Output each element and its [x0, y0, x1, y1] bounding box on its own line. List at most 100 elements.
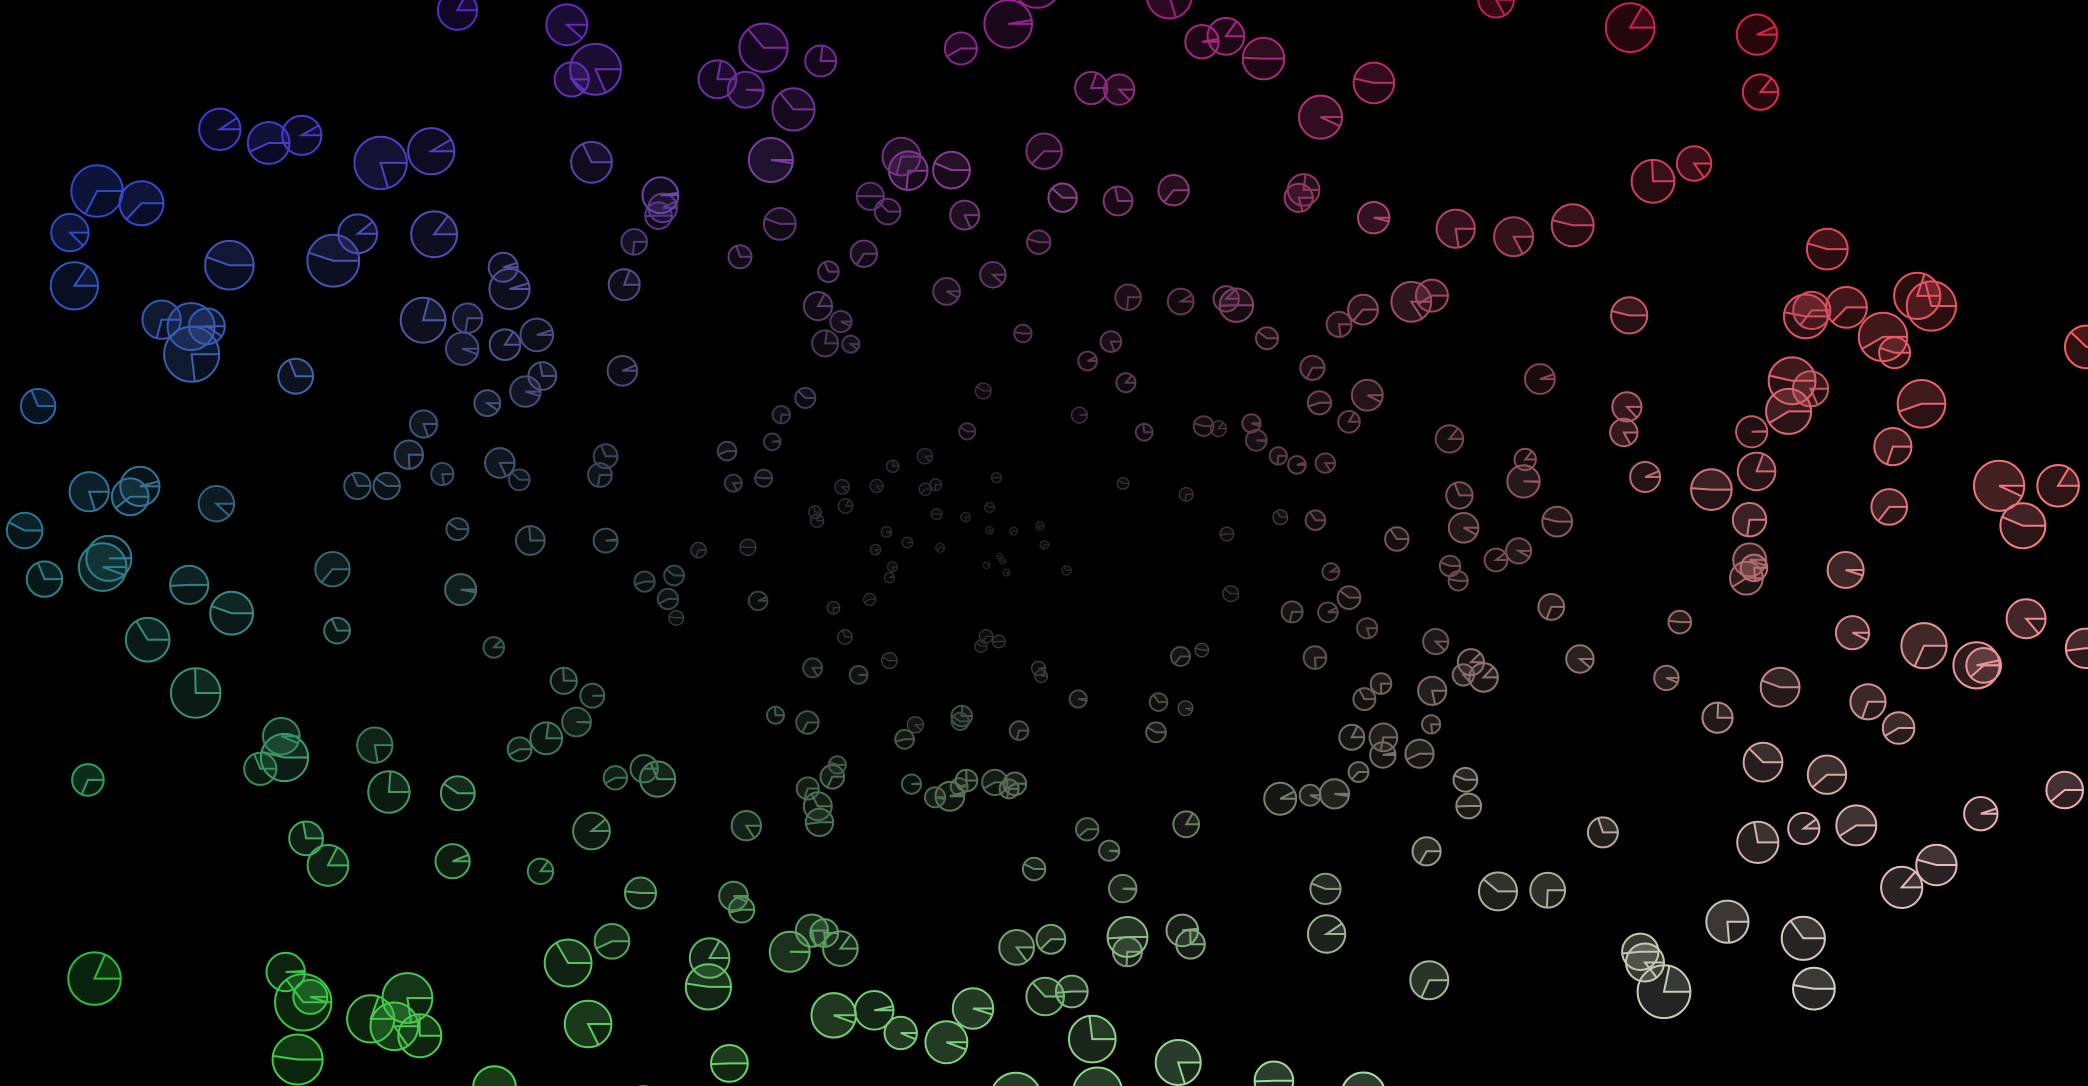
particle-circle [2064, 324, 2088, 370]
clock-particle [1017, 0, 1056, 9]
particle-wedge [818, 293, 833, 307]
clock-particle [1369, 672, 1393, 695]
particle-hands [1185, 707, 1193, 712]
particle-hands [847, 343, 860, 351]
particle-wedge [985, 526, 994, 535]
particle-wedge [1195, 643, 1209, 651]
clock-particle [982, 561, 991, 570]
particle-hands [92, 954, 121, 980]
particle-wedge [1348, 294, 1378, 321]
clock-particle [916, 447, 934, 465]
clock-particle [369, 1001, 420, 1052]
particle-hands [1448, 578, 1468, 582]
clock-particle [292, 978, 329, 1015]
clock-particle [992, 1071, 1040, 1086]
particle-hands [562, 667, 577, 682]
particle-hands [801, 721, 819, 733]
particle-hands [882, 656, 898, 662]
clock-particle [587, 462, 613, 488]
clock-particle [804, 44, 838, 78]
clock-particle [1253, 1060, 1295, 1086]
clock-particle [1870, 488, 1908, 526]
clock-particle [1731, 502, 1768, 538]
clock-particle [434, 843, 471, 880]
particle-wedge [1055, 975, 1088, 993]
particle-circle [1146, 0, 1193, 20]
clock-particle [730, 810, 762, 842]
clock-particle [482, 636, 506, 659]
clock-particle [837, 498, 854, 514]
particle-hands [744, 824, 761, 839]
particle-hands [379, 161, 407, 189]
particle-hands [491, 639, 505, 649]
clock-particle [802, 657, 824, 679]
particle-hands [80, 778, 104, 795]
clock-particle [930, 508, 943, 521]
particle-wedge [603, 766, 628, 784]
clock-particle [1735, 415, 1769, 449]
clock-particle [1304, 509, 1327, 532]
clock-particle [353, 135, 408, 191]
particle-wedge [1668, 610, 1691, 623]
particle-wedge [820, 45, 837, 61]
particle-hands [1089, 72, 1108, 89]
particle-hands [1323, 922, 1346, 935]
particle-hands [1845, 569, 1864, 577]
particle-hands [934, 162, 970, 172]
clock-particle [1404, 738, 1435, 769]
particle-hands [1409, 300, 1432, 319]
particle-wedge [206, 240, 254, 266]
particle-hands [1749, 558, 1767, 567]
particle-hands [288, 359, 314, 378]
clock-particle [372, 471, 401, 501]
clock-particle [883, 572, 896, 584]
clock-particle [506, 736, 533, 763]
particle-wedge [1790, 916, 1825, 939]
clock-particle [163, 325, 221, 383]
particle-hands [1163, 189, 1189, 203]
clock-particle [1103, 73, 1136, 106]
clock-particle [894, 728, 915, 750]
clock-particle [1524, 363, 1556, 395]
clock-particle [68, 471, 110, 513]
particle-wedge [562, 707, 591, 737]
clock-particle [198, 107, 242, 152]
particle-hands [67, 231, 89, 247]
particle-hands [1622, 431, 1638, 445]
particle-hands [139, 480, 160, 488]
clock-particle [243, 751, 278, 786]
clock-particle [169, 564, 210, 606]
clock-particle [1306, 914, 1347, 954]
particle-wedge [840, 934, 858, 949]
particle-wedge [805, 809, 834, 825]
clock-particle [393, 439, 424, 470]
clock-particle [1298, 94, 1343, 140]
particle-hands [747, 28, 788, 49]
particle-wedge [1115, 186, 1133, 201]
particle-wedge [755, 469, 773, 479]
particle-hands [586, 1023, 612, 1046]
clock-particle [762, 432, 782, 452]
clock-particle [1765, 387, 1813, 435]
particle-hands [1456, 805, 1482, 808]
particle-wedge [286, 974, 332, 1003]
particle-hands [1493, 552, 1508, 561]
particle-hands [1366, 394, 1383, 404]
particle-hands [1297, 196, 1313, 212]
particle-hands [718, 450, 737, 456]
clock-particle [1368, 722, 1399, 753]
clock-particle [399, 296, 447, 344]
clock-particle [768, 930, 811, 973]
clock-particle [509, 375, 542, 408]
particle-hands [1523, 450, 1536, 461]
clock-particle [726, 70, 765, 109]
clock-particle [1299, 354, 1326, 381]
clock-particle [1165, 913, 1200, 948]
particle-hands [545, 722, 563, 740]
particle-wedge [992, 634, 1006, 643]
particle-hands [757, 596, 768, 602]
particle-hands [375, 477, 400, 487]
clock-particle [1435, 208, 1476, 249]
particle-hands [1454, 774, 1478, 781]
particle-hands [1107, 936, 1148, 940]
